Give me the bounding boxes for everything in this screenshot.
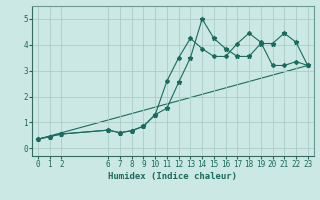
X-axis label: Humidex (Indice chaleur): Humidex (Indice chaleur) bbox=[108, 172, 237, 181]
